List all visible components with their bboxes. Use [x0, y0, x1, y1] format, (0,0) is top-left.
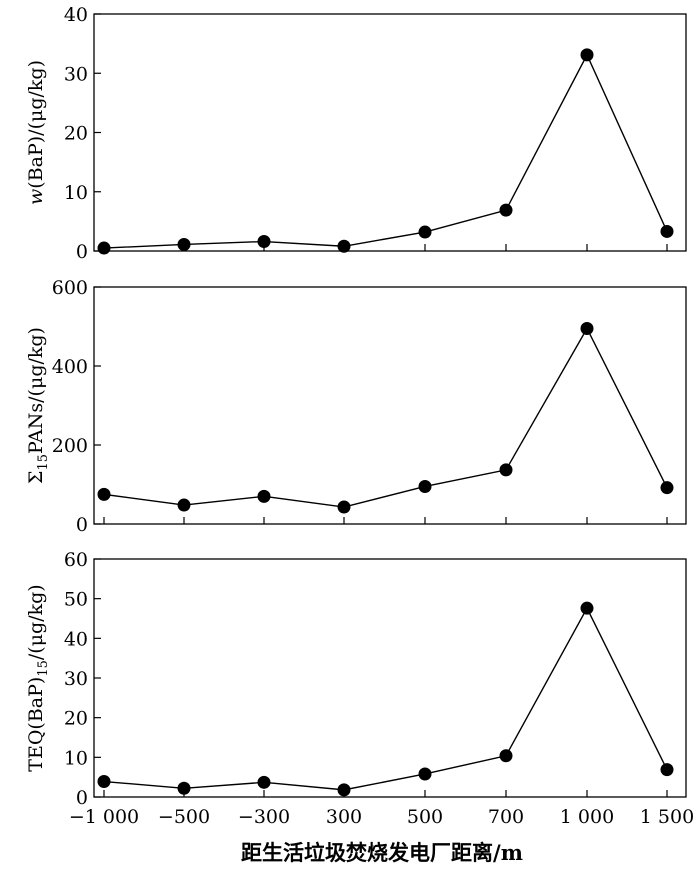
data-point — [499, 203, 513, 217]
y-axis-label-rest: (BaP)/(μg/kg) — [25, 60, 47, 189]
series-line — [103, 326, 668, 508]
y-axis-label-italic: w — [25, 189, 47, 205]
data-point — [177, 781, 191, 795]
data-point — [499, 749, 513, 763]
data-point — [257, 775, 271, 789]
y-tick-label: 50 — [64, 589, 88, 611]
y-tick-label: 30 — [64, 63, 88, 85]
data-point — [660, 763, 674, 777]
y-axis-label-main: Σ — [25, 471, 47, 484]
x-tick-label: 500 — [407, 806, 443, 828]
x-tick-label: 300 — [326, 806, 362, 828]
plot-frame — [93, 558, 687, 798]
data-point — [580, 48, 594, 62]
data-point — [257, 489, 271, 503]
data-point — [97, 241, 111, 255]
data-point — [97, 487, 111, 501]
x-tick-label: 1 500 — [640, 806, 694, 828]
data-point — [418, 767, 432, 781]
y-axis-label-subscript: 15 — [36, 454, 51, 471]
data-point — [97, 775, 111, 789]
y-axis-label: w(BaP)/(μg/kg) — [25, 60, 47, 205]
data-point — [580, 601, 594, 615]
y-tick-label: 10 — [64, 747, 88, 769]
x-tick-label: −500 — [158, 806, 210, 828]
x-tick-label: −300 — [238, 806, 290, 828]
data-point — [660, 481, 674, 495]
y-tick-label: 60 — [64, 549, 88, 571]
x-axis-label: 距生活垃圾焚烧发电厂距离/m — [241, 840, 523, 865]
y-tick-label: 400 — [52, 356, 88, 378]
data-point — [499, 463, 513, 477]
y-tick-label: 0 — [76, 241, 88, 263]
y-axis-label: Σ15PANs/(μg/kg) — [25, 327, 51, 484]
panel-2: 0 200 400 600 Σ15PANs/(μg/kg) — [25, 277, 687, 536]
y-tick-label: 0 — [76, 787, 88, 809]
data-point — [257, 235, 271, 249]
x-tick-label: 700 — [488, 806, 524, 828]
series-line — [103, 53, 668, 249]
y-tick-label: 30 — [64, 668, 88, 690]
y-tick-label: 200 — [52, 435, 88, 457]
y-axis-label-rest: PANs/(μg/kg) — [25, 327, 47, 454]
plot-frame — [93, 13, 687, 252]
y-tick-label: 20 — [64, 123, 88, 145]
series-line — [103, 606, 668, 791]
x-tick-label: 1 000 — [560, 806, 614, 828]
y-axis-label-rest: /(μg/kg) — [25, 584, 47, 660]
y-tick-label: 40 — [64, 4, 88, 26]
y-tick-label: 600 — [52, 277, 88, 299]
data-point — [660, 224, 674, 238]
data-point — [177, 237, 191, 251]
y-axis-label: TEQ(BaP)15/(μg/kg) — [25, 584, 51, 771]
y-axis-label-main: TEQ(BaP) — [25, 677, 47, 772]
panel-1: 0 10 20 30 40 w(BaP)/(μg/kg) — [25, 4, 687, 263]
y-tick-label: 0 — [76, 514, 88, 536]
data-point — [580, 321, 594, 335]
x-tick-label: −1 000 — [69, 806, 139, 828]
data-point — [418, 479, 432, 493]
y-axis-label-subscript: 15 — [36, 660, 51, 677]
plot-frame — [93, 286, 687, 525]
panel-3: 0 10 20 30 40 50 60 TEQ(BaP)15/(μg/kg) — [25, 549, 687, 809]
y-tick-label: 40 — [64, 628, 88, 650]
data-point — [337, 500, 351, 514]
data-point — [337, 239, 351, 253]
y-tick-label: 10 — [64, 182, 88, 204]
data-point — [177, 498, 191, 512]
y-tick-label: 20 — [64, 708, 88, 730]
data-point — [418, 225, 432, 239]
data-point — [337, 783, 351, 797]
